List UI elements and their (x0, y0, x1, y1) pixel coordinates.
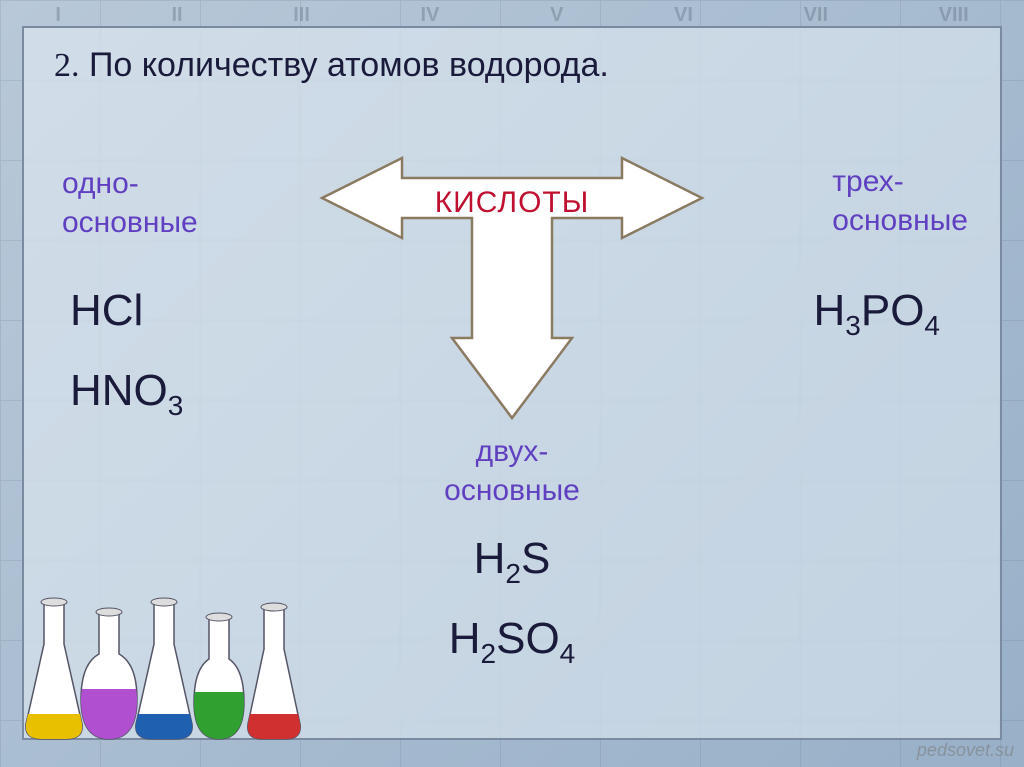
flask (136, 598, 192, 739)
formula-h3po4: H3PO4 (813, 286, 940, 342)
formula-h2so4: H2SO4 (449, 614, 576, 670)
flask (194, 613, 244, 739)
formula-hno3: HNO3 (70, 366, 183, 422)
branch-label-bottom: двух- основные (444, 432, 580, 510)
slide-frame: 2. По количеству атомов водорода. КИСЛОТ… (22, 26, 1002, 740)
title-number: 2. (54, 47, 80, 84)
slide-title: 2. По количеству атомов водорода. (54, 46, 609, 85)
flasks-illustration (14, 564, 314, 744)
branch-label-right: трех- основные (832, 162, 968, 240)
title-text: По количеству атомов водорода. (89, 46, 609, 84)
flask (248, 603, 300, 739)
formula-hcl: HCl (70, 286, 143, 336)
flask (26, 598, 82, 739)
watermark: pedsovet.su (917, 740, 1014, 761)
flask (81, 608, 137, 739)
formula-h2s: H2S (474, 534, 551, 590)
center-label: КИСЛОТЫ (435, 186, 590, 220)
branch-label-left: одно- основные (62, 164, 198, 242)
